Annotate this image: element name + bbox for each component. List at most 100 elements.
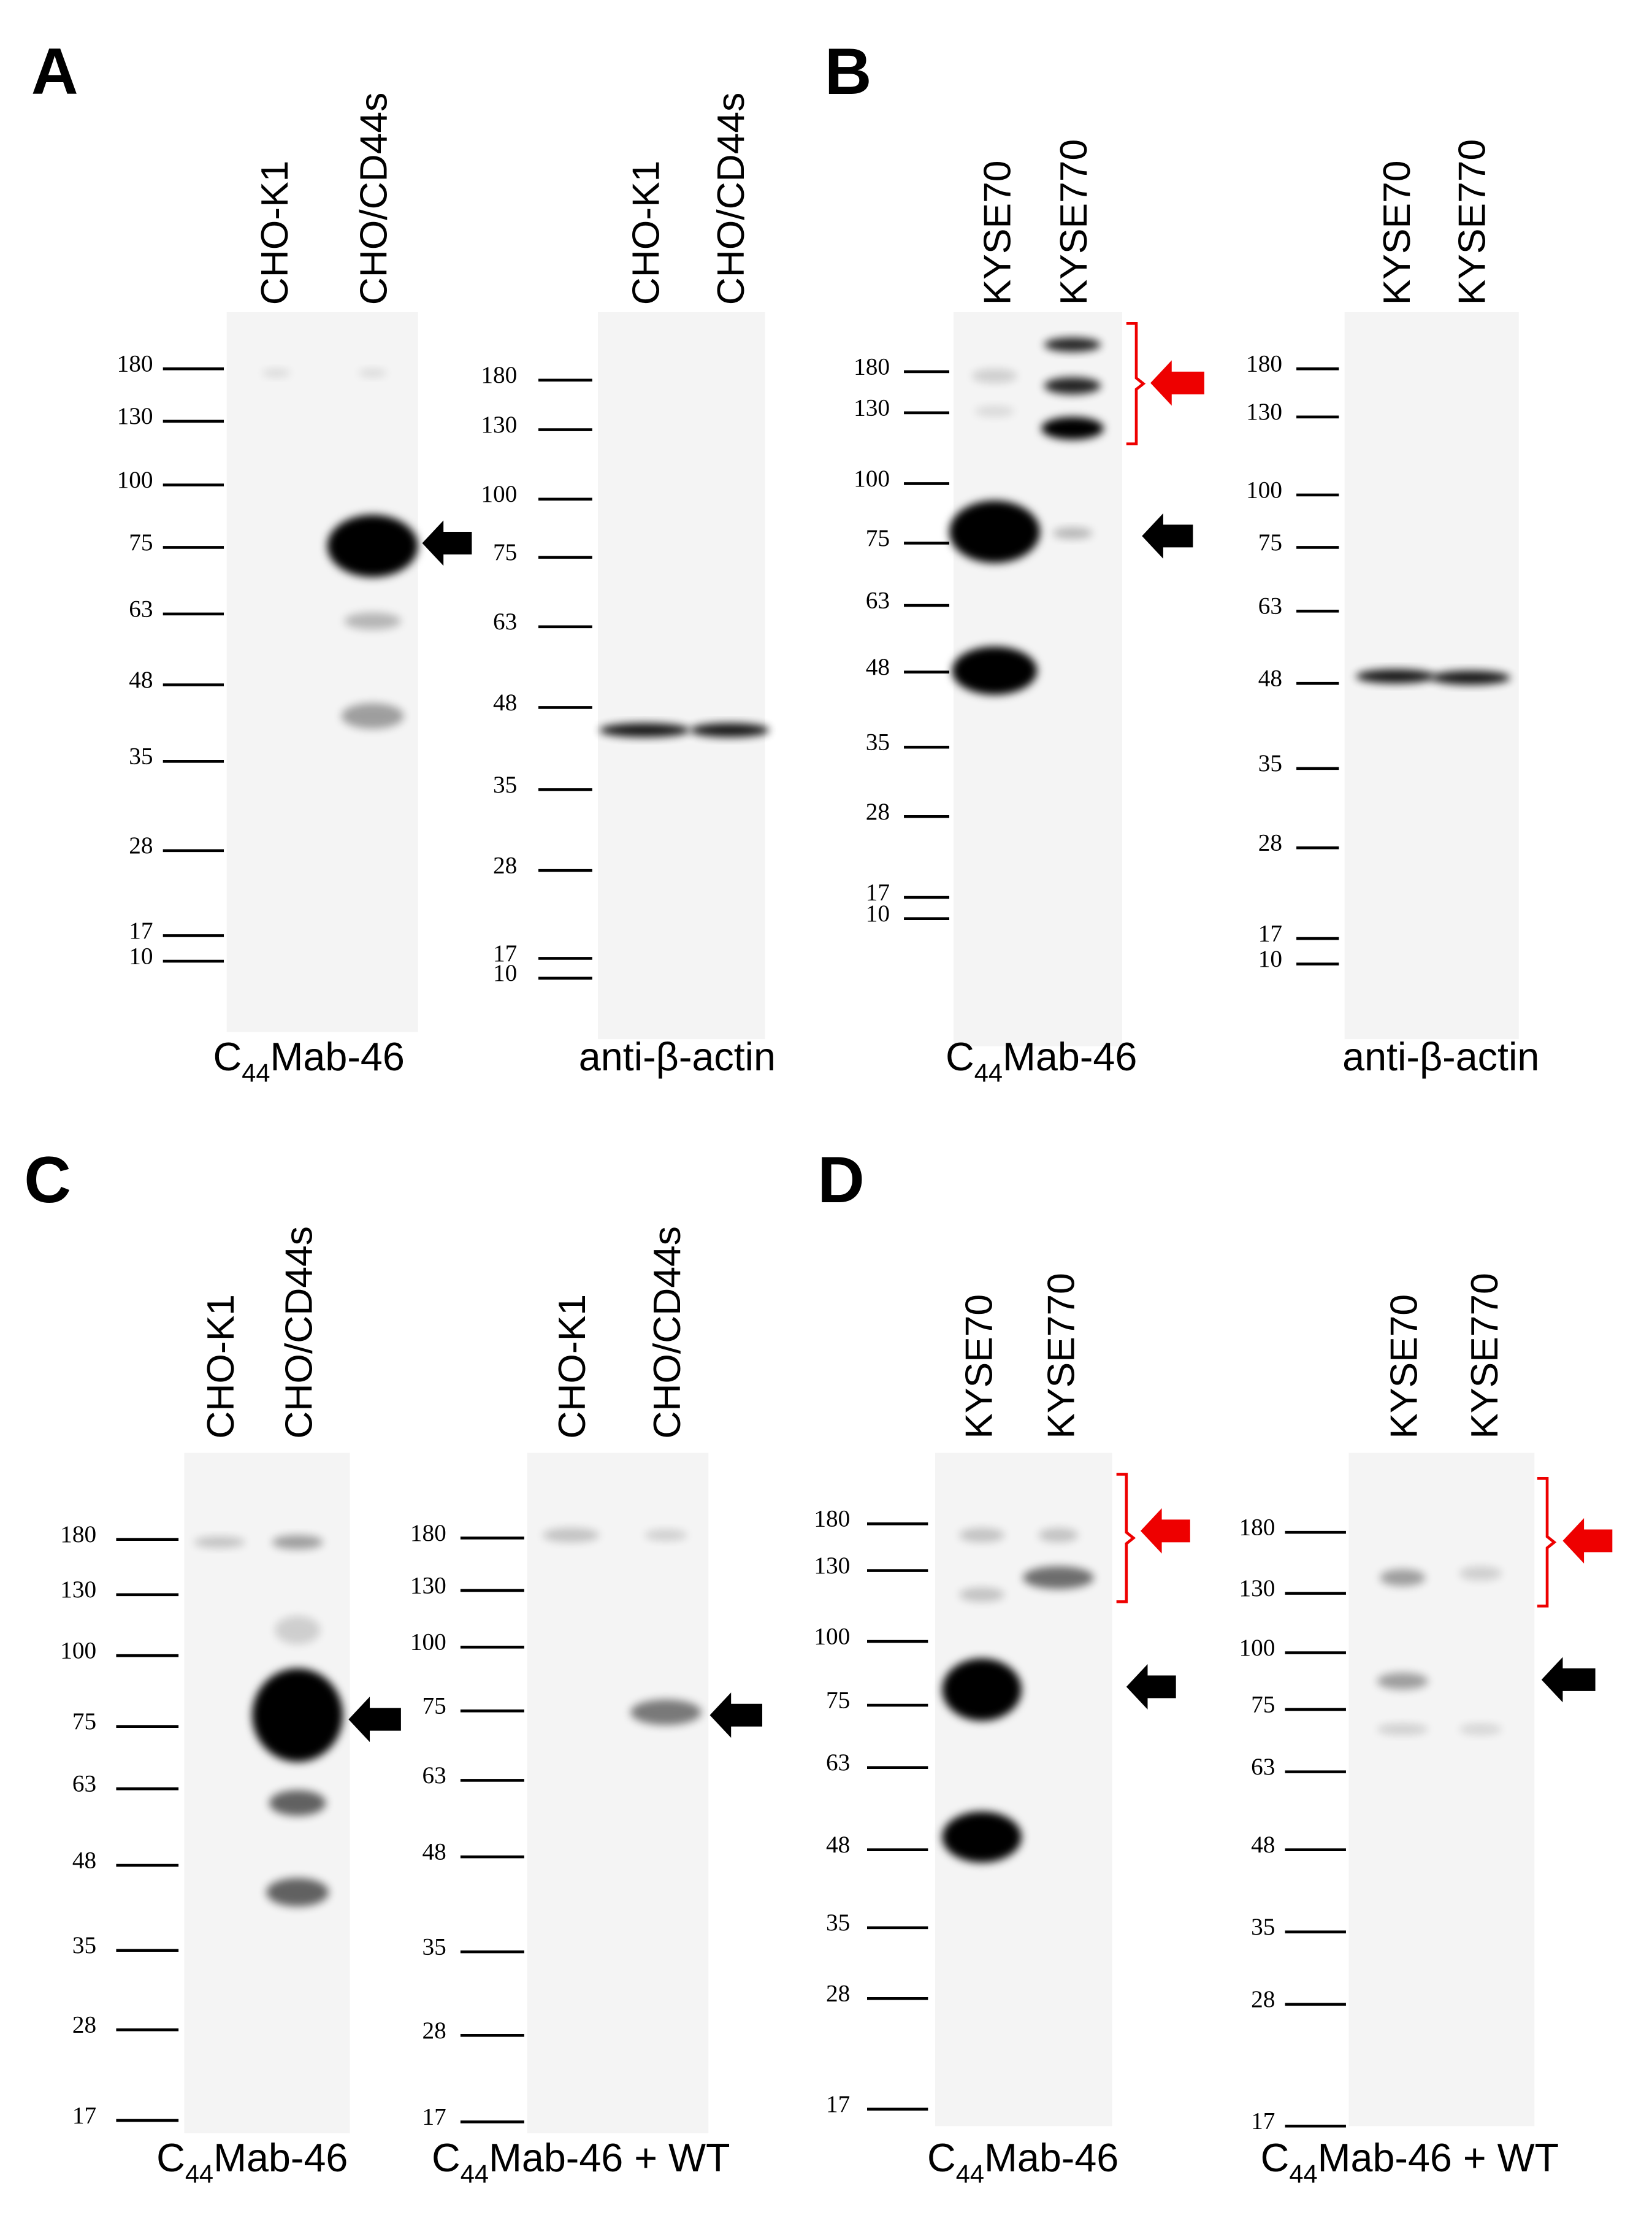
band [959,1587,1005,1602]
marker-label: 75 [423,1693,446,1719]
marker-label: 100 [1239,1635,1275,1661]
arrow [422,520,472,566]
lane-label: CHO/CD44s [646,1226,689,1439]
marker-label: 63 [1258,593,1282,620]
marker-label: 75 [72,1708,96,1735]
marker-label: 180 [854,353,890,380]
marker-label: 180 [481,362,517,388]
bracket [1126,322,1146,446]
band [942,1811,1022,1863]
band [341,703,404,729]
bracket [1537,1477,1557,1608]
lane-label: KYSE70 [958,1294,1000,1439]
band [252,1668,343,1762]
lane-label: CHO/CD44s [353,93,396,305]
caption-subscript: 44 [974,1058,1003,1087]
caption-suffix: Mab-46 [270,1034,404,1079]
band [269,1790,326,1816]
marker-label: 75 [826,1687,850,1713]
marker-label: 63 [866,588,890,614]
band [942,1658,1022,1721]
marker-label: 35 [72,1932,96,1959]
marker-label: 10 [866,900,890,927]
marker-label: 63 [493,608,517,635]
band [1431,670,1510,685]
marker-label: 48 [826,1832,850,1858]
lane-label: KYSE770 [1451,139,1493,305]
antibody-caption: C44Mab-46 [156,2135,348,2188]
marker-label: 48 [1251,1832,1275,1858]
caption-suffix: Mab-46 + WT [1318,2135,1559,2180]
marker-label: 100 [814,1623,850,1649]
blot-membrane [935,1452,1112,2127]
marker-label: 17 [423,2104,446,2130]
band [971,369,1017,383]
marker-label: 75 [129,529,153,556]
marker-label: 180 [1239,1514,1275,1541]
marker-label: 17 [129,918,153,944]
marker-label: 180 [117,351,153,377]
lane-label: CHO/CD44s [710,93,752,305]
blot-membrane [184,1452,350,2133]
marker-label: 10 [493,960,517,986]
caption-subscript: 44 [185,2160,213,2189]
caption-prefix: C [927,2135,956,2180]
band [1044,337,1101,352]
marker-label: 100 [854,466,890,492]
marker-label: 48 [866,654,890,680]
marker-label: 35 [826,1909,850,1936]
marker-label: 130 [814,1552,850,1579]
caption-subscript: 44 [956,2160,984,2189]
marker-label: 28 [423,2017,446,2044]
band [1023,1566,1094,1589]
marker-label: 130 [60,1576,96,1603]
marker-label: 63 [826,1749,850,1776]
blot-membrane [226,312,418,1032]
marker-label: 48 [493,689,517,716]
marker-label: 28 [826,1981,850,2007]
arrow [709,1692,763,1738]
caption-subscript: 44 [242,1058,270,1087]
band [262,369,291,378]
caption-subscript: 44 [461,2160,489,2189]
arrow [1140,1508,1190,1554]
panel-letter: D [817,1143,865,1216]
antibody-caption: C44Mab-46 [946,1034,1137,1087]
antibody-caption: C44Mab-46 [213,1034,405,1087]
band [1041,416,1104,440]
band [1377,1672,1428,1690]
marker-label: 35 [129,743,153,770]
marker-label: 17 [1251,2108,1275,2135]
marker-label: 17 [826,2091,850,2117]
marker-label: 100 [117,467,153,493]
panel-letter: C [24,1143,71,1216]
marker-label: 75 [1258,529,1282,556]
panel-letter: A [31,35,78,108]
marker-label: 63 [1251,1754,1275,1780]
marker-label: 75 [866,525,890,551]
band [1380,1569,1426,1586]
blot-membrane [598,312,765,1040]
antibody-caption: anti-β-actin [579,1034,776,1079]
caption-subscript: 44 [1289,2160,1317,2189]
band [690,723,770,737]
arrow [348,1697,401,1743]
marker-label: 28 [1258,830,1282,856]
caption-text: anti-β-actin [579,1034,776,1079]
caption-prefix: C [946,1034,974,1079]
blot-membrane [1348,1452,1535,2127]
marker-label: 130 [1239,1575,1275,1602]
arrow [1126,1664,1176,1709]
caption-suffix: Mab-46 [984,2135,1119,2180]
band [974,405,1015,417]
marker-label: 28 [1251,1986,1275,2013]
caption-suffix: Mab-46 + WT [489,2135,730,2180]
band [272,1535,323,1549]
band [344,612,401,630]
marker-label: 35 [493,772,517,798]
lane-label: KYSE70 [976,160,1019,305]
antibody-caption: C44Mab-46 + WT [1261,2135,1559,2188]
marker-label: 17 [493,940,517,967]
lane-label: KYSE770 [1464,1273,1506,1438]
